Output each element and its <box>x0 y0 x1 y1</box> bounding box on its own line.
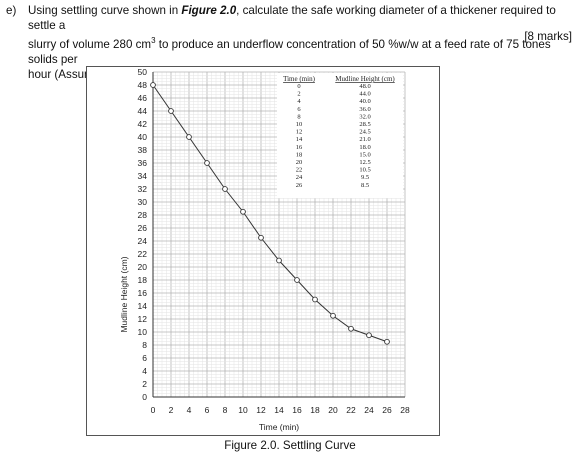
table-cell-time: 24 <box>296 174 303 181</box>
x-tick-label: 8 <box>223 405 228 415</box>
y-tick-label: 50 <box>138 67 148 77</box>
table-cell-height: 40.0 <box>359 98 370 105</box>
table-cell-height: 44.0 <box>359 91 370 98</box>
data-point <box>384 338 390 345</box>
table-cell-time: 14 <box>296 136 303 143</box>
table-cell-time: 10 <box>296 121 303 128</box>
table-cell-height: 24.5 <box>359 129 370 136</box>
data-point <box>276 257 282 264</box>
table-cell-time: 6 <box>297 106 301 113</box>
table-cell-height: 48.0 <box>359 83 370 90</box>
x-tick-label: 14 <box>274 405 284 415</box>
x-tick-label: 28 <box>400 405 410 415</box>
x-tick-label: 4 <box>187 405 192 415</box>
marks-label: [8 marks] <box>524 30 572 43</box>
data-point <box>312 296 318 303</box>
x-tick-label: 24 <box>364 405 374 415</box>
table-cell-time: 8 <box>297 113 300 120</box>
y-axis-title: Mudline Height (cm) <box>119 256 129 332</box>
table-cell-time: 16 <box>296 144 303 151</box>
settling-curve-chart: 0 2 4 6 8 10 12 14 16 18 20 22 24 26 28024681012141618… <box>119 67 410 432</box>
table-cell-height: 28.5 <box>359 121 370 128</box>
y-tick-label: 20 <box>138 262 148 272</box>
data-point <box>186 134 192 140</box>
y-tick-label: 46 <box>138 93 148 103</box>
x-tick-label: 0 <box>151 405 156 415</box>
y-tick-label: 12 <box>138 314 148 324</box>
figure-caption: Figure 2.0. Settling Curve <box>224 439 356 452</box>
y-tick-label: 26 <box>138 223 148 233</box>
x-tick-label: 6 <box>205 405 210 415</box>
y-tick-label: 44 <box>138 106 148 116</box>
data-point <box>222 186 228 192</box>
table-cell-height: 10.5 <box>359 167 370 174</box>
x-tick-label: 20 <box>328 405 338 415</box>
x-tick-label: 10 <box>238 405 248 415</box>
question-label: e) <box>6 4 17 17</box>
y-tick-label: 16 <box>138 288 148 298</box>
x-tick-label: 18 <box>310 405 320 415</box>
data-point <box>150 82 156 88</box>
table-cell-height: 36.0 <box>359 106 370 113</box>
table-cell-height: 21.0 <box>359 136 370 143</box>
table-cell-time: 22 <box>296 167 303 174</box>
y-tick-label: 6 <box>142 353 147 363</box>
table-cell-time: 12 <box>296 129 303 136</box>
y-tick-label: 10 <box>138 327 148 337</box>
y-tick-label: 4 <box>142 366 147 376</box>
table-cell-height: 32.0 <box>359 113 370 120</box>
x-tick-label: 16 <box>292 405 302 415</box>
y-tick-label: 22 <box>138 249 148 259</box>
table-cell-time: 4 <box>297 98 301 105</box>
table-cell-time: 26 <box>296 182 303 189</box>
y-tick-label: 32 <box>138 184 148 194</box>
x-axis-title: Time (min) <box>259 422 299 432</box>
table-cell-time: 18 <box>296 151 303 158</box>
data-point <box>204 160 210 166</box>
y-tick-label: 40 <box>138 132 148 142</box>
x-tick-label: 2 <box>169 405 174 415</box>
data-point <box>240 208 246 215</box>
x-tick-label: 26 <box>382 405 392 415</box>
table-cell-height: 9.5 <box>361 174 369 181</box>
question-line-2: slurry of volume 280 cm3 to produce an u… <box>28 36 551 66</box>
data-point <box>330 312 336 319</box>
y-tick-label: 8 <box>142 340 147 350</box>
table-header-height: Mudline Height (cm) <box>335 75 395 83</box>
data-point <box>258 234 264 241</box>
y-tick-label: 30 <box>138 197 148 207</box>
data-point <box>294 277 300 283</box>
y-tick-label: 24 <box>138 236 148 246</box>
y-tick-label: 38 <box>138 145 148 155</box>
data-table-background <box>277 73 403 198</box>
series-line <box>152 84 388 343</box>
data-point <box>168 108 174 114</box>
y-tick-label: 34 <box>138 171 148 181</box>
table-cell-time: 2 <box>297 91 300 98</box>
question-line-1: Using settling curve shown in Figure 2.0… <box>28 4 556 32</box>
table-cell-height: 8.5 <box>361 182 369 189</box>
data-point <box>366 332 372 339</box>
table-cell-time: 0 <box>297 83 300 90</box>
table-cell-height: 18.0 <box>359 144 370 151</box>
x-tick-label: 22 <box>346 405 356 415</box>
x-tick-label: 12 <box>256 405 266 415</box>
y-tick-label: 42 <box>138 119 148 129</box>
y-tick-label: 2 <box>142 379 147 389</box>
table-header-time: Time (min) <box>283 75 315 83</box>
y-tick-label: 14 <box>138 301 148 311</box>
figure-reference: Figure 2.0 <box>181 4 237 17</box>
y-tick-label: 18 <box>138 275 148 285</box>
table-cell-time: 20 <box>296 159 303 166</box>
y-tick-label: 48 <box>138 80 148 90</box>
y-tick-label: 36 <box>138 158 148 168</box>
y-tick-label: 0 <box>142 392 147 402</box>
y-tick-label: 28 <box>138 210 148 220</box>
data-point <box>348 325 354 332</box>
table-cell-height: 12.5 <box>359 159 370 166</box>
figure-frame: 0 2 4 6 8 10 12 14 16 18 20 22 24 26 28 0 2 4 6 8 10 12 14 16 18… <box>86 66 440 436</box>
table-cell-height: 15.0 <box>359 151 370 158</box>
